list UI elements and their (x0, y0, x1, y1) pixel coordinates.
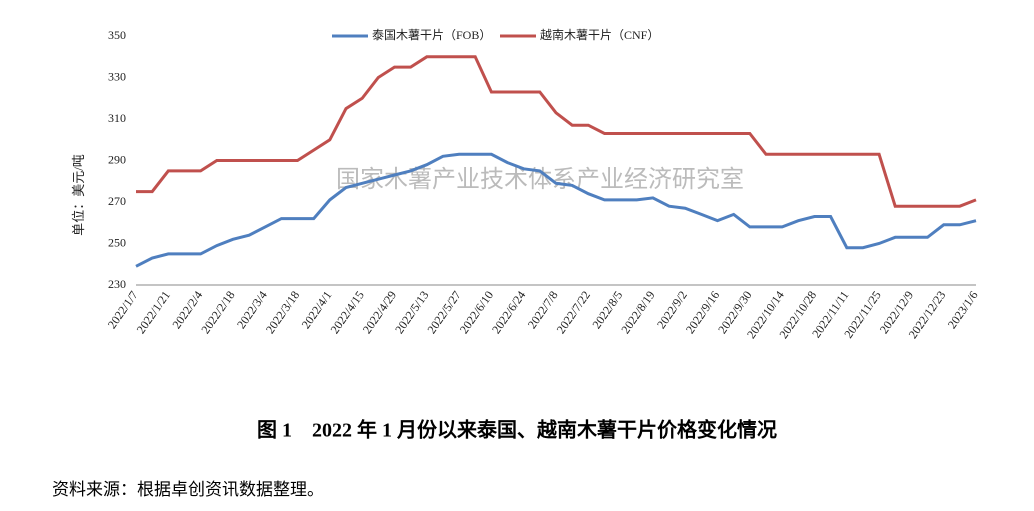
y-tick-label: 290 (108, 152, 126, 166)
watermark: 国家木薯产业技术体系产业经济研究室 (336, 165, 744, 193)
source: 资料来源：根据卓创资讯数据整理。 (52, 480, 324, 499)
y-tick-label: 310 (108, 111, 126, 125)
line-series (136, 55, 977, 208)
y-tick-label: 270 (108, 194, 126, 208)
y-tick-label: 350 (108, 28, 126, 42)
x-tick-label: 2022/3/18 (263, 288, 302, 336)
caption: 图 1 2022 年 1 月份以来泰国、越南木薯干片价格变化情况 (257, 418, 777, 442)
line-series (135, 152, 977, 268)
y-tick-label: 250 (108, 235, 126, 249)
x-tick-label: 2022/1/21 (134, 288, 173, 336)
y-tick-label: 230 (108, 277, 126, 291)
y-tick-label: 330 (108, 69, 126, 83)
x-tick-label: 2022/7/22 (554, 288, 593, 336)
x-tick-label: 2022/6/24 (489, 288, 528, 336)
x-tick-label: 2022/8/19 (618, 288, 657, 336)
legend-label: 越南木薯干片（CNF） (540, 27, 659, 42)
x-tick-label: 2022/2/18 (198, 288, 237, 336)
legend-label: 泰国木薯干片（FOB） (372, 28, 491, 42)
y-axis-label: 单位：美元/吨 (71, 154, 86, 236)
x-tick-label: 2023/1/6 (945, 288, 981, 331)
